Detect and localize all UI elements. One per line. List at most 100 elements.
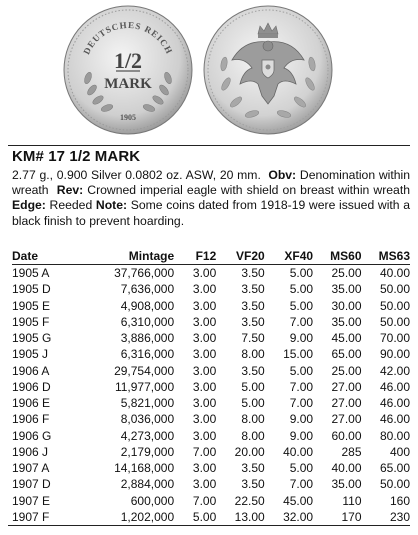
table-row: 1906 E 5,821,000 3.00 5.00 7.00 27.00 46.00 [12, 395, 410, 411]
cell-mintage: 6,310,000 [120, 314, 175, 329]
cell-date: 1907 F [12, 509, 50, 524]
cell-xf40: 7.00 [289, 477, 314, 492]
cell-date: 1905 E [12, 298, 51, 313]
cell-xf40: 9.00 [289, 331, 314, 346]
cell-ms63: 46.00 [379, 412, 410, 427]
cell-ms63: 80.00 [379, 428, 410, 443]
cell-mintage: 2,884,000 [120, 477, 175, 492]
cell-xf40: 7.00 [289, 396, 314, 411]
cell-vf20: 5.00 [241, 379, 265, 394]
cell-xf40: 7.00 [289, 314, 314, 329]
table-row: 1906 G 4,273,000 3.00 8.00 9.00 60.00 80.00 [12, 428, 410, 444]
cell-vf20: 3.50 [241, 363, 265, 378]
cell-ms63: 50.00 [379, 298, 410, 313]
cell-xf40: 5.00 [289, 461, 314, 476]
cell-ms63: 160 [389, 493, 410, 508]
cell-date: 1907 E [12, 493, 51, 508]
cell-vf20: 8.00 [241, 412, 265, 427]
rev-text: Crowned imperial eagle with shield on br… [87, 183, 410, 198]
coin-specs: 2.77 g., 0.900 Silver 0.0802 oz. ASW, 20… [12, 168, 261, 182]
cell-vf20: 3.50 [241, 314, 265, 329]
cell-ms60: 45.00 [331, 331, 362, 346]
cell-vf20: 3.50 [241, 282, 265, 297]
cell-vf20: 22.50 [234, 493, 265, 508]
cell-vf20: 3.50 [241, 266, 265, 281]
coin-description: 2.77 g., 0.900 Silver 0.0802 oz. ASW, 20… [12, 168, 410, 229]
cell-ms63: 70.00 [379, 331, 410, 346]
cell-mintage: 5,821,000 [120, 396, 175, 411]
cell-f12: 5.00 [192, 509, 217, 524]
cell-date: 1905 D [12, 282, 51, 297]
cell-xf40: 15.00 [283, 347, 314, 362]
cell-f12: 3.00 [192, 379, 217, 394]
cell-date: 1906 A [12, 363, 50, 378]
cell-ms60: 25.00 [331, 266, 362, 281]
section-divider-bottom [8, 525, 410, 526]
cell-ms60: 30.00 [331, 298, 362, 313]
cell-xf40: 32.00 [283, 509, 314, 524]
cell-f12: 3.00 [192, 396, 217, 411]
cell-xf40: 40.00 [283, 444, 314, 459]
cell-f12: 3.00 [192, 314, 217, 329]
table-row: 1907 E 600,000 7.00 22.50 45.00 110 160 [12, 493, 410, 509]
cell-vf20: 20.00 [234, 444, 265, 459]
cell-date: 1905 G [12, 331, 52, 346]
cell-date: 1906 F [12, 412, 50, 427]
cell-ms60: 27.00 [331, 396, 362, 411]
cell-xf40: 45.00 [283, 493, 314, 508]
cell-date: 1907 A [12, 461, 50, 476]
cell-vf20: 5.00 [241, 396, 265, 411]
cell-mintage: 2,179,000 [120, 444, 175, 459]
cell-f12: 3.00 [192, 347, 217, 362]
catalog-title: KM# 17 1/2 MARK [12, 148, 141, 165]
cell-ms60: 35.00 [331, 477, 362, 492]
cell-ms63: 90.00 [379, 347, 410, 362]
cell-f12: 7.00 [192, 444, 217, 459]
table-row: 1905 G 3,886,000 3.00 7.50 9.00 45.00 70.00 [12, 330, 410, 346]
cell-xf40: 7.00 [289, 379, 314, 394]
header-ms60: MS60 [330, 249, 362, 263]
rev-label: Rev: [56, 183, 84, 198]
table-row: 1905 J 6,316,000 3.00 8.00 15.00 65.00 90.00 [12, 346, 410, 362]
cell-mintage: 14,168,000 [114, 461, 175, 476]
cell-mintage: 8,036,000 [120, 412, 175, 427]
cell-vf20: 7.50 [241, 331, 265, 346]
cell-f12: 3.00 [192, 412, 217, 427]
cell-f12: 3.00 [192, 282, 217, 297]
coin-obverse-icon: DEUTSCHES REICH 1/2 MARK 1905 [63, 5, 193, 135]
cell-ms60: 65.00 [331, 347, 362, 362]
table-row: 1906 F 8,036,000 3.00 8.00 9.00 27.00 46.00 [12, 411, 410, 427]
cell-ms60: 27.00 [331, 412, 362, 427]
table-row: 1907 D 2,884,000 3.00 3.50 7.00 35.00 50.00 [12, 476, 410, 492]
cell-date: 1905 J [12, 347, 49, 362]
cell-vf20: 8.00 [241, 428, 265, 443]
cell-ms60: 170 [341, 509, 362, 524]
section-divider-top [8, 145, 410, 146]
cell-mintage: 11,977,000 [114, 379, 175, 394]
cell-f12: 3.00 [192, 266, 217, 281]
cell-ms60: 110 [342, 493, 362, 508]
cell-ms63: 65.00 [379, 461, 410, 476]
cell-ms60: 35.00 [331, 314, 362, 329]
header-ms63: MS63 [378, 249, 410, 263]
edge-text: Reeded [49, 198, 93, 213]
obv-text: Denomination within wreath [12, 168, 411, 198]
cell-xf40: 5.00 [289, 363, 314, 378]
cell-ms63: 42.00 [379, 363, 410, 378]
cell-date: 1905 F [12, 314, 50, 329]
table-row: 1907 A 14,168,000 3.00 3.50 5.00 40.00 65.00 [12, 460, 410, 476]
cell-date: 1907 D [12, 477, 51, 492]
table-row: 1906 A 29,754,000 3.00 3.50 5.00 25.00 42.00 [12, 363, 410, 379]
table-row: 1906 J 2,179,000 7.00 20.00 40.00 285 400 [12, 444, 410, 460]
cell-mintage: 600,000 [130, 493, 175, 508]
cell-xf40: 5.00 [289, 266, 314, 281]
cell-mintage: 6,316,000 [120, 347, 175, 362]
cell-date: 1906 J [12, 444, 49, 459]
table-row: 1907 F 1,202,000 5.00 13.00 32.00 170 230 [12, 509, 410, 525]
cell-xf40: 5.00 [289, 298, 314, 313]
edge-label: Edge: [12, 198, 46, 213]
header-xf40: XF40 [284, 249, 314, 263]
header-vf20: VF20 [235, 249, 265, 263]
cell-ms63: 40.00 [379, 266, 410, 281]
cell-ms60: 285 [341, 444, 362, 459]
